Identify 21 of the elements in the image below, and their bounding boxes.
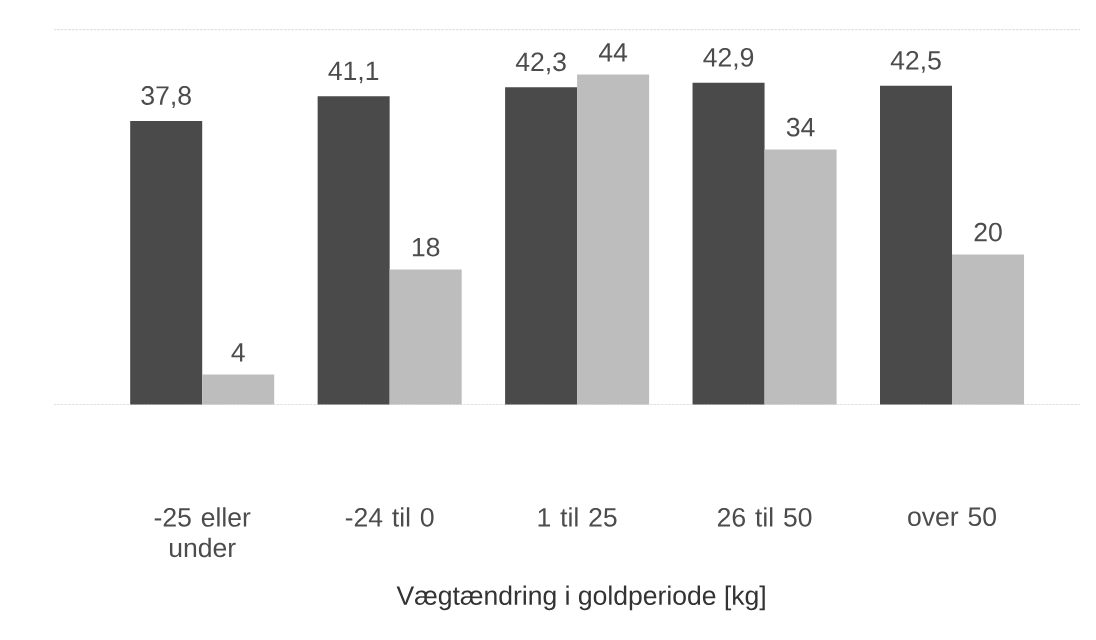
bar	[317, 96, 390, 405]
data-label: 18	[412, 237, 440, 257]
data-label: 41,1	[328, 61, 379, 84]
data-label: 42,3	[515, 52, 566, 75]
bar	[880, 85, 953, 405]
bar	[505, 87, 578, 405]
bar	[130, 120, 203, 405]
x-tick-label: 1 til 25	[538, 507, 617, 527]
x-tick-label: 26 til 50	[717, 507, 812, 527]
data-label: 20	[974, 222, 1002, 242]
x-tick-label: over 50	[908, 507, 996, 526]
x-axis-title: Vægtændring i goldperiode [kg]	[396, 585, 765, 611]
data-label: 37,8	[141, 85, 191, 108]
x-tick-label: -24 til 0	[345, 507, 434, 527]
data-label: 34	[786, 117, 815, 137]
x-tick-label: -25 eller under	[154, 507, 251, 558]
data-label: 44	[598, 43, 628, 62]
data-label: 42,9	[703, 47, 754, 70]
data-label: 42,5	[890, 50, 941, 73]
data-label: 4	[231, 343, 245, 362]
bar	[692, 82, 765, 405]
